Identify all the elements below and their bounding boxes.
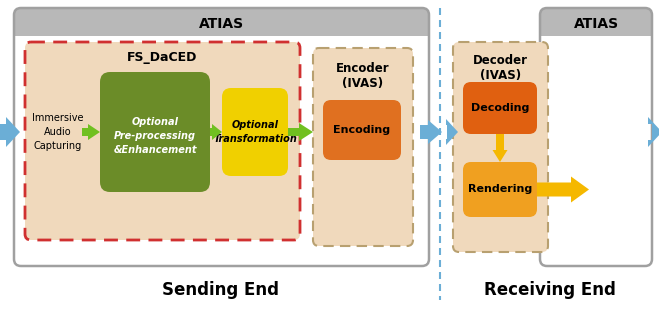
FancyBboxPatch shape [323,100,401,160]
Polygon shape [288,123,313,141]
Text: Rendering: Rendering [468,185,532,195]
Text: ATIAS: ATIAS [199,17,244,31]
Text: ATIAS: ATIAS [573,17,619,31]
Bar [14,36,429,266]
Text: Receiving End: Receiving End [484,281,616,299]
Text: Sending End: Sending End [161,281,279,299]
FancyBboxPatch shape [540,8,652,44]
Text: Optional
Pre-processing
&Enhancement: Optional Pre-processing &Enhancement [113,117,197,155]
Text: Immersive
Audio
Capturing: Immersive Audio Capturing [32,113,84,151]
FancyBboxPatch shape [313,48,413,246]
Polygon shape [420,120,442,144]
Polygon shape [82,124,100,140]
Text: Optional
Transformation: Optional Transformation [213,120,297,144]
Polygon shape [537,177,589,203]
Polygon shape [648,117,659,147]
FancyBboxPatch shape [14,8,429,44]
Polygon shape [210,124,222,140]
FancyBboxPatch shape [222,88,288,176]
FancyBboxPatch shape [463,82,537,134]
Text: Decoder
(IVAS): Decoder (IVAS) [473,53,528,82]
FancyBboxPatch shape [100,72,210,192]
FancyBboxPatch shape [453,42,548,252]
Polygon shape [492,134,507,162]
Text: Decoding: Decoding [471,103,529,113]
Polygon shape [0,117,20,147]
Text: FS_DaCED: FS_DaCED [127,52,198,64]
FancyBboxPatch shape [25,42,300,240]
FancyBboxPatch shape [463,162,537,217]
Polygon shape [446,119,458,145]
Bar [540,36,652,266]
Text: Encoder
(IVAS): Encoder (IVAS) [336,62,390,90]
Text: Encoding: Encoding [333,125,391,135]
